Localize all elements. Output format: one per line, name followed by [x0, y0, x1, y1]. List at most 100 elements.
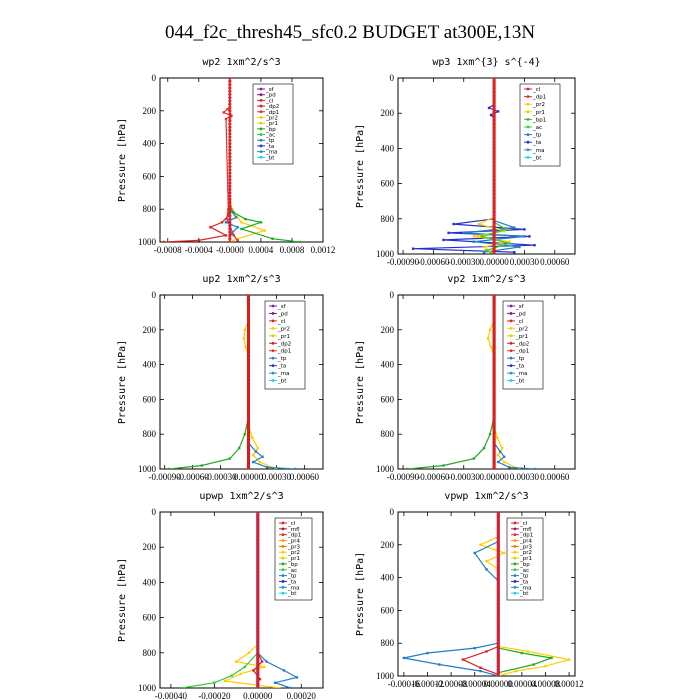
series-marker-bt_line	[246, 456, 251, 461]
series-point-ac	[243, 665, 246, 669]
legend-marker	[509, 371, 513, 375]
series-marker-bt_line	[492, 456, 496, 461]
series-marker-sf	[496, 615, 500, 619]
x-tick-label: 0.00060	[540, 257, 570, 267]
legend-marker	[259, 98, 263, 102]
series-marker-sf	[256, 658, 260, 662]
legend-marker	[509, 319, 513, 323]
legend-marker	[259, 144, 263, 148]
legend-label: _cl	[515, 319, 524, 325]
plot-frame	[397, 294, 576, 470]
series-marker-bt_line	[246, 345, 251, 349]
series-marker-sf	[228, 197, 232, 201]
series-point-ta	[447, 231, 450, 235]
series-point-cl	[209, 226, 212, 229]
legend-label: _bp	[519, 562, 530, 568]
legend-marker	[526, 118, 530, 121]
series-point-bp	[243, 433, 246, 436]
series-marker-sf	[496, 562, 500, 567]
series-marker-sf	[228, 86, 232, 90]
series-point-tp	[282, 669, 286, 672]
series-marker-sf	[228, 204, 232, 208]
series-marker-bt_line	[492, 303, 496, 308]
legend-marker	[259, 116, 263, 119]
y-tick-label: 1000	[138, 464, 157, 474]
series-marker-bt_line	[246, 295, 251, 297]
panel-vpwp: vpwp 1xm^2/s^3 Pressure [hPa] 0 200 400 600 80…	[355, 491, 584, 689]
series-marker-sf	[228, 142, 232, 146]
series-marker-sf	[256, 651, 260, 655]
series-marker-bt_line	[246, 390, 251, 395]
series-marker-sf	[228, 128, 232, 133]
legend-marker	[526, 133, 530, 137]
series-marker-cl	[492, 86, 496, 91]
legend-marker	[281, 544, 285, 548]
series-point-pr2	[258, 460, 261, 464]
series-marker-bt_line	[492, 376, 496, 381]
legend-marker	[281, 580, 285, 583]
series-marker-bt_line	[246, 369, 251, 374]
legend-label: _ma	[532, 148, 544, 154]
series-marker-sf	[256, 598, 260, 602]
series-line-bp	[229, 205, 300, 242]
legend-label: _bt	[532, 155, 542, 161]
y-tick-label: 1000	[376, 249, 395, 259]
series-point-cl	[197, 239, 201, 242]
x-tick-label: 0.0004	[249, 245, 274, 255]
legend-marker	[513, 585, 517, 589]
series-point-pr2	[500, 446, 504, 450]
panel-title: upwp 1xm^2/s^3	[199, 491, 283, 502]
legend-marker	[526, 110, 530, 114]
y-axis-label: Pressure [hPa]	[355, 124, 366, 208]
y-tick-label: 400	[381, 360, 395, 370]
series-point-pr2	[508, 240, 511, 243]
series-point-pr2	[247, 651, 251, 654]
series-point-tp	[508, 466, 511, 469]
legend-marker	[513, 556, 517, 560]
series-marker-bt_line	[246, 300, 251, 304]
series-line-pr2	[498, 645, 570, 676]
legend-label: _ac	[265, 133, 275, 139]
series-marker-bt_line	[492, 443, 496, 447]
series-marker-cl	[492, 199, 496, 203]
series-marker-sf	[228, 112, 232, 116]
series-marker-sf	[496, 536, 500, 540]
series-marker-cl	[492, 231, 496, 235]
legend-label: _ma	[515, 371, 527, 377]
series-point-ac	[505, 228, 508, 231]
series-marker-sf	[256, 591, 260, 595]
series-marker-sf	[256, 612, 260, 616]
series-marker-bt_line	[492, 390, 496, 395]
legend-marker	[271, 349, 275, 353]
series-marker-cl	[492, 217, 496, 221]
series-marker-sf	[228, 135, 232, 139]
series-point-pr2	[243, 328, 246, 331]
series-marker-sf	[228, 224, 232, 228]
series-marker-sf	[256, 654, 260, 658]
legend-marker	[526, 87, 530, 91]
x-tick-label: -0.00012	[411, 679, 443, 689]
series-marker-bt_line	[492, 418, 496, 422]
series-point-tp	[236, 226, 239, 229]
series-marker-sf	[256, 531, 260, 535]
x-tick-label: -0.00030	[448, 257, 481, 267]
series-point-pr2	[482, 245, 486, 249]
series-marker-bt_line	[246, 460, 251, 464]
y-tick-label: 0	[152, 73, 157, 83]
series-point-pr2	[489, 346, 493, 349]
x-tick-label: -0.00060	[417, 472, 450, 482]
series-marker-sf	[228, 78, 232, 80]
series-point-bp	[259, 221, 263, 224]
panel-wp2: wp2 1xm^2/s^3 Pressure [hPa] 0 200 400 600 800…	[117, 57, 335, 255]
legend-marker	[513, 574, 517, 578]
series-point-tp	[472, 240, 476, 243]
series-marker-sf	[256, 563, 260, 567]
series-marker-cl	[492, 210, 496, 214]
legend-label: _pd	[277, 311, 288, 317]
y-tick-label: 0	[152, 507, 157, 517]
series-marker-bt_line	[492, 352, 496, 356]
series-marker-sf	[496, 641, 500, 645]
x-tick-label: 0.00000	[234, 472, 264, 482]
series-marker-sf	[256, 552, 260, 556]
series-marker-sf	[256, 587, 260, 592]
